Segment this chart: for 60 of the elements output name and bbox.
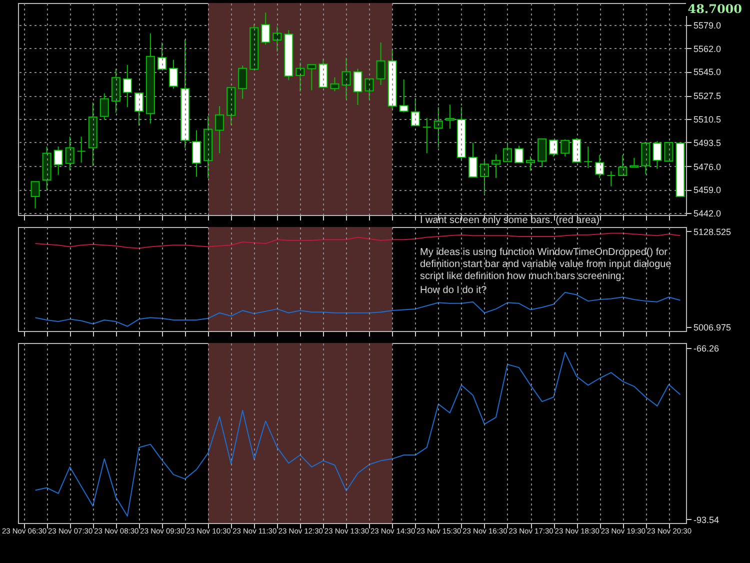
candlestick xyxy=(122,64,132,108)
candlestick xyxy=(584,146,593,169)
y-tick-label: 5459.0 xyxy=(694,185,722,196)
candlestick xyxy=(560,138,570,157)
candlestick xyxy=(572,138,582,163)
candlestick xyxy=(376,42,386,86)
candlestick xyxy=(445,104,454,130)
candlestick xyxy=(76,136,86,164)
candlestick xyxy=(307,64,316,91)
line-series xyxy=(34,232,681,249)
candlestick xyxy=(606,170,616,187)
line-series xyxy=(34,352,681,517)
annotation: My ideas is using function WindowTimeOnDropped() for definition start bar and variable value from input dialogue script like definition how much bars screening. xyxy=(420,247,672,283)
y-tick-label: 5510.5 xyxy=(694,114,722,124)
candlestick xyxy=(215,106,224,154)
candlestick xyxy=(353,68,362,106)
candlestick xyxy=(664,142,674,162)
y-tick-label: 5493.5 xyxy=(694,138,722,148)
candlestick xyxy=(630,157,639,168)
y-tick-label: 5545.0 xyxy=(694,67,722,78)
y-tick-label: 5579.0 xyxy=(694,20,722,30)
y-tick-label: -66.26 xyxy=(694,343,720,354)
candlestick xyxy=(330,76,340,92)
candlestick xyxy=(65,136,74,171)
candlestick xyxy=(434,106,443,148)
y-tick-label: 5562.0 xyxy=(694,44,722,54)
candlestick xyxy=(641,142,650,175)
candlestick xyxy=(618,154,628,176)
candlestick xyxy=(538,138,547,168)
candlestick xyxy=(157,42,166,70)
candlestick xyxy=(238,65,248,100)
annotation: How do I do it? xyxy=(420,285,488,297)
candlestick xyxy=(30,181,40,209)
y-tick-label: 5128.525 xyxy=(694,226,732,237)
candlestick xyxy=(111,68,120,114)
candlestick xyxy=(468,142,478,178)
candlestick xyxy=(514,145,524,164)
y-tick-label: -93.54 xyxy=(694,514,720,525)
y-tick-label: 5476.0 xyxy=(694,162,722,172)
candlestick xyxy=(549,140,558,157)
y-tick-label: 5006.975 xyxy=(694,322,732,333)
candlestick xyxy=(595,154,604,178)
candlestick xyxy=(296,62,305,92)
candlestick xyxy=(134,92,144,126)
candlestick xyxy=(422,117,432,154)
candlestick xyxy=(491,154,500,178)
candlestick xyxy=(342,57,351,100)
candlestick xyxy=(192,130,202,178)
candlestick xyxy=(399,78,408,113)
candlestick xyxy=(54,146,63,176)
candlestick xyxy=(526,156,536,172)
candlestick xyxy=(272,26,282,52)
y-tick-label: 5442.0 xyxy=(694,208,722,218)
candlestick xyxy=(652,140,662,170)
y-tick-label: 5527.5 xyxy=(694,91,722,102)
candlestick xyxy=(168,59,178,90)
text: 48.7000 xyxy=(686,2,744,16)
candlestick xyxy=(261,12,270,46)
line-series xyxy=(34,292,681,327)
candlestick xyxy=(100,92,109,120)
